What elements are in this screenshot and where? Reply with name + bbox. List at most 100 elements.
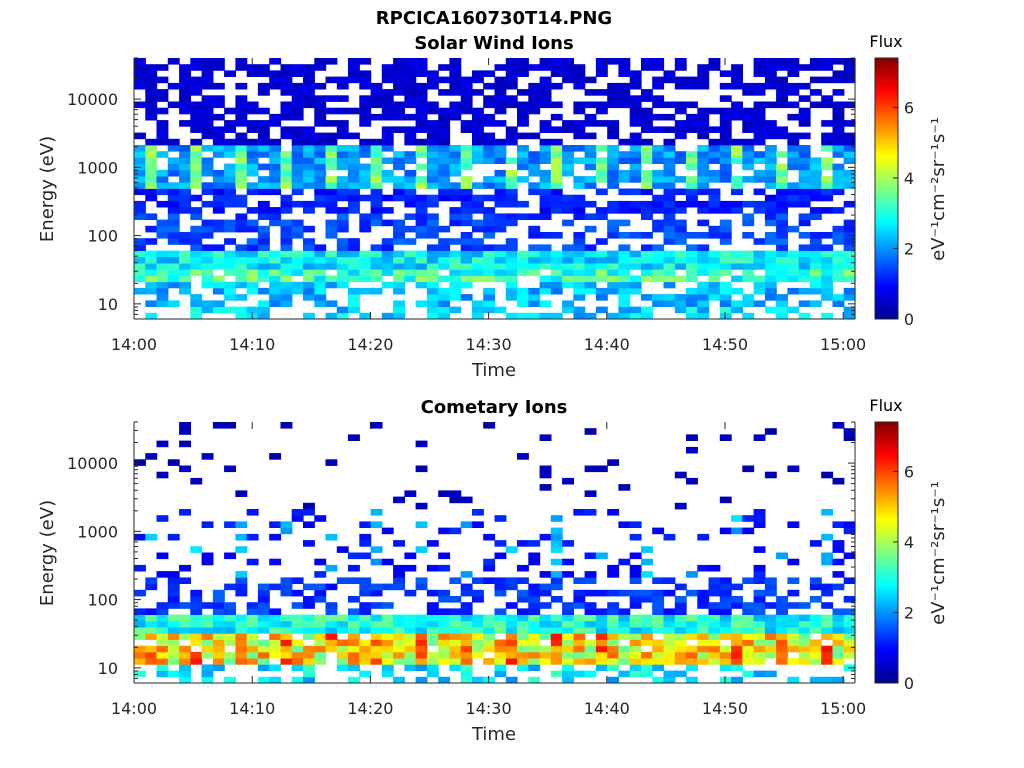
- spectrogram-cell: [179, 145, 191, 152]
- spectrogram-cell: [517, 163, 529, 171]
- spectrogram-cell: [528, 89, 541, 96]
- spectrogram-cell: [753, 113, 766, 121]
- spectrogram-cell: [167, 207, 180, 214]
- spectrogram-cell: [528, 633, 541, 640]
- spectrogram-cell: [832, 151, 845, 158]
- spectrogram-cell: [190, 596, 203, 603]
- spectrogram-cell: [686, 633, 698, 640]
- spectrogram-cell: [426, 627, 439, 634]
- spectrogram-cell: [269, 151, 282, 158]
- spectrogram-cell: [719, 300, 732, 307]
- spectrogram-cell: [359, 651, 372, 659]
- spectrogram-cell: [776, 620, 788, 628]
- spectrogram-cell: [798, 132, 811, 140]
- spectrogram-cell: [821, 58, 834, 65]
- spectrogram-cell: [201, 664, 214, 671]
- spectrogram-cell: [404, 200, 417, 208]
- spectrogram-cell: [291, 157, 304, 164]
- spectrogram-cell: [201, 225, 214, 233]
- spectrogram-cell: [370, 287, 383, 295]
- spectrogram-cell: [753, 120, 766, 127]
- spectrogram-cell: [280, 651, 293, 659]
- spectrogram-cell: [742, 465, 755, 473]
- spectrogram-cell: [438, 145, 451, 152]
- spectrogram-cell: [224, 552, 236, 560]
- spectrogram-cell: [303, 676, 315, 684]
- spectrogram-cell: [843, 138, 856, 146]
- spectrogram-cell: [280, 126, 293, 133]
- spectrogram-cell: [753, 515, 766, 522]
- spectrogram-cell: [449, 169, 462, 177]
- spectrogram-cell: [595, 306, 608, 314]
- spectrogram-cell: [291, 620, 304, 628]
- spectrogram-cell: [179, 238, 191, 245]
- spectrogram-cell: [618, 200, 631, 208]
- spectrogram-cell: [167, 58, 180, 65]
- spectrogram-cell: [550, 169, 563, 177]
- spectrogram-cell: [257, 263, 270, 270]
- spectrogram-cell: [404, 256, 417, 264]
- y-tick-label: 100: [87, 227, 118, 246]
- spectrogram-cell: [134, 101, 146, 109]
- spectrogram-cell: [731, 596, 743, 603]
- spectrogram-cell: [201, 95, 214, 102]
- spectrogram-cell: [573, 120, 586, 127]
- spectrogram-cell: [325, 639, 338, 647]
- spectrogram-cell: [438, 188, 451, 196]
- spectrogram-cell: [708, 188, 721, 196]
- spectrogram-cell: [257, 250, 270, 258]
- spectrogram-cell: [832, 182, 845, 189]
- spectrogram-cell: [528, 269, 541, 276]
- spectrogram-cell: [686, 163, 698, 171]
- spectrogram-cell: [607, 459, 620, 466]
- spectrogram-cell: [190, 250, 203, 258]
- spectrogram-cell: [562, 120, 574, 127]
- spectrogram-cell: [438, 589, 451, 597]
- spectrogram-cell: [472, 113, 484, 121]
- spectrogram-cell: [179, 101, 191, 109]
- spectrogram-cell: [832, 658, 845, 665]
- spectrogram-cell: [212, 281, 225, 289]
- spectrogram-cell: [224, 658, 236, 665]
- spectrogram-cell: [562, 64, 574, 71]
- spectrogram-cell: [821, 138, 834, 146]
- spectrogram-cell: [652, 658, 665, 665]
- spectrogram-cell: [787, 64, 800, 71]
- spectrogram-cell: [280, 583, 293, 591]
- spectrogram-cell: [708, 577, 721, 584]
- spectrogram-cell: [517, 564, 529, 572]
- spectrogram-cell: [764, 471, 777, 479]
- spectrogram-cell: [764, 583, 777, 591]
- spectrogram-cell: [426, 182, 439, 189]
- spectrogram-cell: [528, 182, 541, 189]
- spectrogram-cell: [641, 157, 653, 164]
- spectrogram-cell: [821, 101, 834, 109]
- spectrogram-cell: [291, 664, 304, 671]
- spectrogram-cell: [528, 157, 541, 164]
- spectrogram-cell: [652, 182, 665, 189]
- spectrogram-cell: [415, 182, 428, 189]
- spectrogram-cell: [381, 132, 394, 140]
- spectrogram-cell: [652, 200, 665, 208]
- spectrogram-cell: [370, 176, 383, 183]
- spectrogram-cell: [415, 200, 428, 208]
- spectrogram-cell: [832, 521, 845, 528]
- spectrogram-cell: [280, 645, 293, 653]
- spectrogram-cell: [674, 250, 687, 258]
- spectrogram-cell: [753, 169, 766, 177]
- spectrogram-cell: [460, 281, 473, 289]
- spectrogram-cell: [460, 151, 473, 158]
- spectrogram-cell: [348, 627, 360, 634]
- spectrogram-cell: [629, 312, 642, 320]
- spectrogram-cell: [641, 169, 653, 177]
- spectrogram-cell: [179, 633, 191, 640]
- spectrogram-cell: [607, 269, 620, 276]
- spectrogram-cell: [280, 132, 293, 140]
- spectrogram-cell: [629, 107, 642, 115]
- spectrogram-cell: [291, 107, 304, 115]
- spectrogram-cell: [449, 89, 462, 96]
- spectrogram-cell: [167, 182, 180, 189]
- spectrogram-cell: [528, 558, 541, 566]
- spectrogram-cell: [212, 250, 225, 258]
- spectrogram-cell: [438, 238, 451, 245]
